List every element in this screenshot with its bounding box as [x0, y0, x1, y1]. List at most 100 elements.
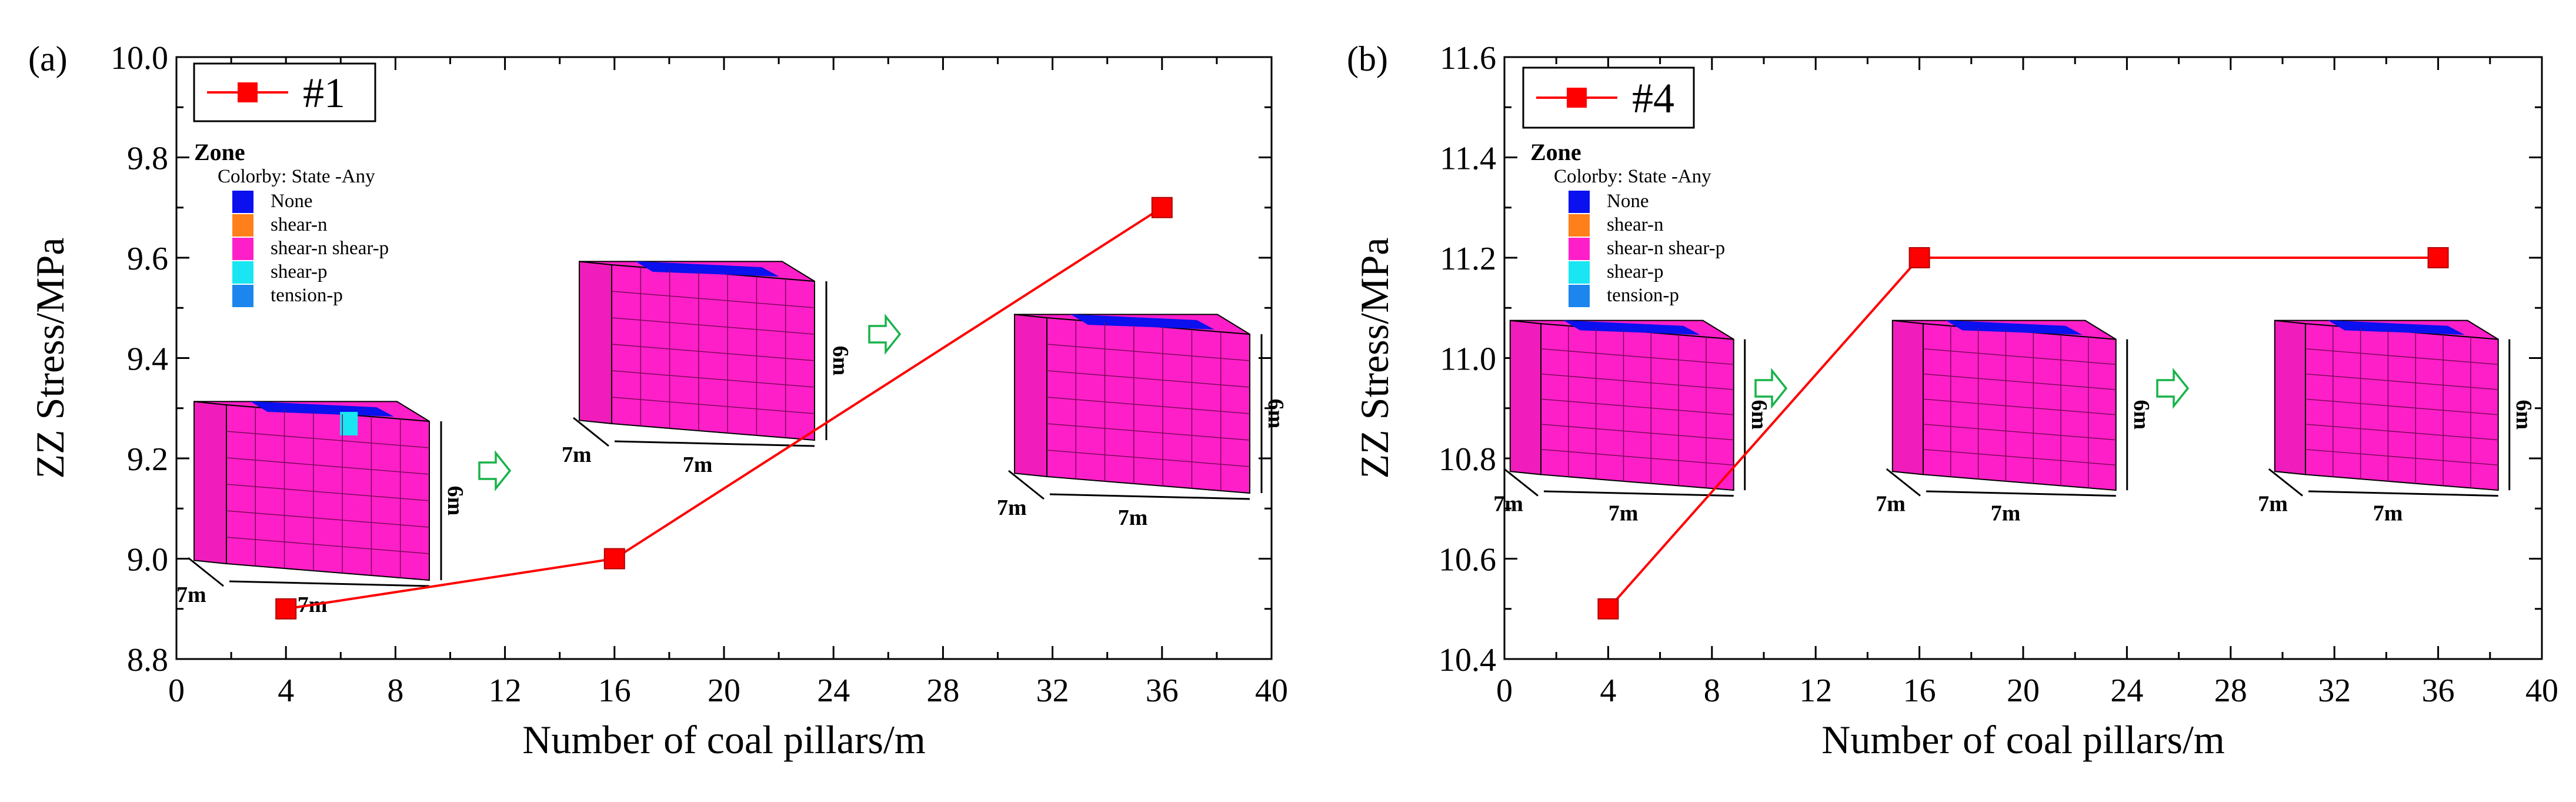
cube-top-none-zone	[1946, 320, 2083, 335]
cube-grid-line	[611, 317, 815, 335]
height-dimension-label: 6m	[2129, 400, 2154, 430]
panel-label: (b)	[1347, 39, 1388, 78]
zone-color-swatch	[1569, 191, 1590, 213]
y-tick-label: 9.8	[127, 141, 168, 177]
cube-grid-line	[1540, 449, 1734, 466]
zone-color-swatch	[232, 238, 253, 260]
depth-dimension-line	[1886, 468, 1921, 497]
legend-marker-sample	[238, 82, 258, 102]
zone-title: Zone	[1530, 139, 1581, 165]
zone-color-swatch	[1569, 214, 1590, 237]
cube-grid-line	[1046, 370, 1250, 388]
cube-grid-line	[1540, 424, 1734, 441]
cube-grid-line	[1046, 423, 1250, 441]
depth-dimension-label: 7m	[1493, 491, 1523, 516]
x-tick-label: 8	[387, 673, 403, 709]
width-dimension-label: 7m	[683, 452, 713, 477]
cube-grid-line	[611, 370, 815, 388]
x-tick-label: 16	[598, 673, 631, 709]
height-dimension-label: 6m	[1263, 399, 1288, 429]
x-tick-label: 12	[489, 673, 522, 709]
flow-arrow-icon	[2156, 368, 2190, 409]
x-tick-label: 12	[1799, 673, 1832, 709]
zone-entry-label: shear-p	[1607, 261, 1663, 282]
zone-color-swatch	[1569, 285, 1590, 307]
cube-grid-line	[611, 344, 815, 361]
cube-grid-line	[611, 291, 815, 308]
cube-grid-line	[1540, 348, 1734, 365]
x-tick-label: 28	[2214, 673, 2247, 709]
data-point-marker	[1908, 247, 1930, 268]
flow-arrow-icon	[1754, 368, 1788, 409]
zone-subtitle: Colorby: State -Any	[1554, 166, 1711, 187]
x-axis-label: Number of coal pillars/m	[522, 717, 925, 762]
cube-top-none-zone	[635, 261, 779, 277]
zone-entry-label: shear-p	[271, 261, 327, 282]
x-axis-label: Number of coal pillars/m	[1821, 717, 2224, 762]
zone-entry-label: shear-n shear-p	[1607, 238, 1725, 259]
cube-grid-line	[226, 537, 430, 554]
y-axis-label: ZZ Stress/MPa	[28, 238, 72, 479]
zone-color-swatch	[232, 214, 253, 237]
cube-side-face	[1509, 320, 1541, 475]
legend: #1	[193, 62, 376, 122]
y-axis-label: ZZ Stress/MPa	[1352, 238, 1397, 479]
width-dimension-line	[614, 440, 815, 447]
cube-grid-line	[226, 484, 430, 501]
zone-subtitle: Colorby: State -Any	[218, 166, 375, 187]
x-tick-label: 36	[1146, 673, 1179, 709]
x-tick-label: 24	[2110, 673, 2143, 709]
cube-grid-line	[1046, 397, 1250, 414]
cube-grid-line	[611, 397, 815, 414]
zone-color-swatch	[1569, 261, 1590, 284]
legend-series-label: #4	[1632, 75, 1674, 122]
cube-grid-line	[2305, 424, 2498, 441]
cube-top-none-zone	[1070, 314, 1214, 330]
x-tick-label: 0	[168, 673, 185, 709]
legend-series-label: #1	[303, 69, 345, 117]
inset-cube: 6m 7m 7m	[562, 261, 853, 477]
width-dimension-line	[2308, 490, 2498, 497]
zone-entry-label: shear-n	[1607, 214, 1663, 235]
cube-side-face	[579, 261, 612, 425]
zone-color-swatch	[232, 285, 253, 307]
x-tick-label: 20	[708, 673, 740, 709]
zone-entry-label: None	[271, 191, 312, 212]
zone-entry-label: tension-p	[271, 285, 343, 306]
x-tick-label: 40	[2525, 673, 2558, 709]
inset-cube: 6m 7m 7m	[997, 314, 1288, 530]
zone-color-swatch	[232, 261, 253, 284]
y-tick-label: 10.0	[111, 40, 168, 76]
chart-panel-a: 0 4 8 12 16 20 24 28 32 36 40 8.8 9.0 9.2 9.4 9.6 9.8 10.…	[28, 39, 1288, 762]
data-point-marker	[1597, 598, 1619, 620]
x-tick-label: 32	[1036, 673, 1069, 709]
zone-color-swatch	[232, 191, 253, 213]
cube-top-none-zone	[2328, 320, 2465, 335]
width-dimension-line	[1543, 490, 1734, 497]
y-tick-label: 9.2	[127, 441, 168, 478]
height-dimension-label: 6m	[2511, 400, 2536, 430]
x-tick-label: 24	[817, 673, 850, 709]
y-tick-label: 11.2	[1440, 241, 1496, 277]
zone-entry-label: shear-n	[271, 214, 327, 235]
height-dimension-label: 6m	[1747, 400, 1771, 430]
y-tick-label: 9.6	[127, 241, 168, 277]
panel-label: (a)	[28, 39, 68, 78]
legend-marker-sample	[1567, 88, 1587, 108]
cube-grid-line	[2305, 449, 2498, 466]
width-dimension-line	[1926, 490, 2116, 497]
cube-grid-line	[1923, 424, 2116, 441]
width-dimension-line	[1049, 493, 1250, 500]
height-dimension-label: 6m	[443, 486, 468, 516]
width-dimension-label: 7m	[1991, 501, 2021, 525]
x-tick-label: 0	[1496, 673, 1513, 709]
depth-dimension-line	[1503, 468, 1539, 497]
cube-grid-line	[226, 510, 430, 528]
x-tick-label: 8	[1704, 673, 1720, 709]
x-tick-label: 40	[1255, 673, 1288, 709]
width-dimension-label: 7m	[2373, 501, 2403, 525]
depth-dimension-label: 7m	[997, 495, 1027, 520]
